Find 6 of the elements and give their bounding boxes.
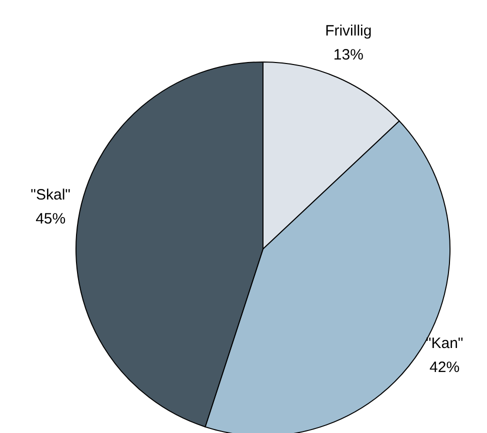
slice-label: "Kan" (426, 335, 464, 352)
data-label: 13% (333, 46, 364, 64)
slice-label: Frivillig (325, 22, 372, 40)
data-label: 45% (36, 210, 66, 228)
data-label: 42% (430, 359, 460, 376)
slice-label: "Skal" (30, 186, 71, 204)
